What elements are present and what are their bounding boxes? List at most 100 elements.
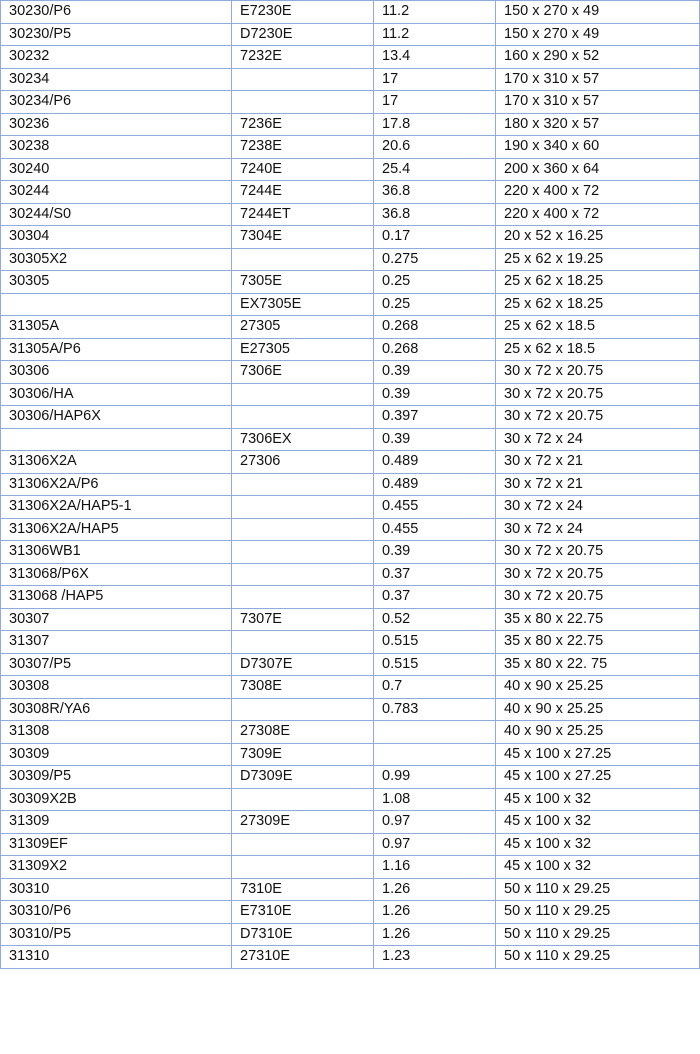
model-cell: 30238 [0,135,232,159]
alt-model-cell: E27305 [231,337,374,361]
weight-cell: 13.4 [373,45,496,69]
table-row: 31306X2A 27306 0.489 30 x 72 x 21 [0,450,700,474]
dimensions-cell: 30 x 72 x 24 [495,427,700,451]
model-cell: 30309 [0,742,232,766]
bearing-table: 30230/P6 E7230E 11.2 150 x 270 x 49 30230/P5… [0,0,700,969]
table-row: 30305X2 0.275 25 x 62 x 19.25 [0,247,700,271]
dimensions-cell: 40 x 90 x 25.25 [495,675,700,699]
table-row: 30310/P5 D7310E 1.26 50 x 110 x 29.25 [0,922,700,946]
alt-model-cell [231,630,374,654]
alt-model-cell [231,67,374,91]
dimensions-cell: 40 x 90 x 25.25 [495,697,700,721]
alt-model-cell [231,787,374,811]
weight-cell: 0.97 [373,832,496,856]
dimensions-cell: 30 x 72 x 21 [495,472,700,496]
weight-cell: 1.26 [373,922,496,946]
alt-model-cell: D7307E [231,652,374,676]
weight-cell: 17 [373,67,496,91]
table-row: 31305A/P6 E27305 0.268 25 x 62 x 18.5 [0,337,700,361]
dimensions-cell: 30 x 72 x 20.75 [495,382,700,406]
dimensions-cell: 170 x 310 x 57 [495,67,700,91]
alt-model-cell: 7244ET [231,202,374,226]
alt-model-cell [231,90,374,114]
model-cell: 30232 [0,45,232,69]
weight-cell: 0.39 [373,382,496,406]
weight-cell [373,742,496,766]
weight-cell: 0.515 [373,630,496,654]
dimensions-cell: 220 x 400 x 72 [495,180,700,204]
model-cell: 30304 [0,225,232,249]
model-cell: 30310 [0,877,232,901]
table-row: 31308 27308E 40 x 90 x 25.25 [0,720,700,744]
alt-model-cell: EX7305E [231,292,374,316]
alt-model-cell: 7238E [231,135,374,159]
dimensions-cell: 25 x 62 x 19.25 [495,247,700,271]
table-row: 30310 7310E 1.26 50 x 110 x 29.25 [0,877,700,901]
alt-model-cell [231,697,374,721]
alt-model-cell: 7232E [231,45,374,69]
table-row: 31307 0.515 35 x 80 x 22.75 [0,630,700,654]
model-cell: 31308 [0,720,232,744]
model-cell: 31309 [0,810,232,834]
weight-cell: 1.08 [373,787,496,811]
model-cell: 31309X2 [0,855,232,879]
model-cell: 30234 [0,67,232,91]
weight-cell: 17.8 [373,112,496,136]
weight-cell: 0.39 [373,360,496,384]
dimensions-cell: 150 x 270 x 49 [495,0,700,24]
dimensions-cell: 30 x 72 x 20.75 [495,540,700,564]
model-cell: 30305X2 [0,247,232,271]
table-row: 30306/HAP6X 0.397 30 x 72 x 20.75 [0,405,700,429]
model-cell: 30306/HAP6X [0,405,232,429]
alt-model-cell [231,855,374,879]
table-row: 30309X2B 1.08 45 x 100 x 32 [0,787,700,811]
dimensions-cell: 20 x 52 x 16.25 [495,225,700,249]
model-cell: 31307 [0,630,232,654]
alt-model-cell [231,562,374,586]
model-cell: 30309/P5 [0,765,232,789]
table-row: 30306/HA 0.39 30 x 72 x 20.75 [0,382,700,406]
dimensions-cell: 25 x 62 x 18.5 [495,337,700,361]
weight-cell: 0.39 [373,427,496,451]
weight-cell: 0.25 [373,270,496,294]
alt-model-cell: E7310E [231,900,374,924]
weight-cell: 0.455 [373,517,496,541]
dimensions-cell: 40 x 90 x 25.25 [495,720,700,744]
alt-model-cell: D7230E [231,22,374,46]
alt-model-cell: 7308E [231,675,374,699]
model-cell: 30230/P5 [0,22,232,46]
table-row: 30236 7236E 17.8 180 x 320 x 57 [0,112,700,136]
table-row: 30310/P6 E7310E 1.26 50 x 110 x 29.25 [0,900,700,924]
model-cell: 31309EF [0,832,232,856]
model-cell: 30308 [0,675,232,699]
weight-cell: 0.783 [373,697,496,721]
weight-cell: 0.37 [373,562,496,586]
model-cell: 31306X2A/HAP5-1 [0,495,232,519]
dimensions-cell: 220 x 400 x 72 [495,202,700,226]
dimensions-cell: 35 x 80 x 22. 75 [495,652,700,676]
model-cell: 30310/P5 [0,922,232,946]
weight-cell: 0.397 [373,405,496,429]
dimensions-cell: 50 x 110 x 29.25 [495,945,700,969]
table-row: 31309 27309E 0.97 45 x 100 x 32 [0,810,700,834]
alt-model-cell: 27309E [231,810,374,834]
model-cell: 31306X2A/HAP5 [0,517,232,541]
model-cell: 30310/P6 [0,900,232,924]
weight-cell: 0.52 [373,607,496,631]
alt-model-cell: 7310E [231,877,374,901]
alt-model-cell [231,382,374,406]
weight-cell: 0.25 [373,292,496,316]
alt-model-cell [231,585,374,609]
model-cell: 30306/HA [0,382,232,406]
alt-model-cell: 7240E [231,157,374,181]
table-row: 31306WB1 0.39 30 x 72 x 20.75 [0,540,700,564]
alt-model-cell: 7236E [231,112,374,136]
weight-cell [373,720,496,744]
model-cell: 31306WB1 [0,540,232,564]
alt-model-cell: 27306 [231,450,374,474]
table-row: 30307 7307E 0.52 35 x 80 x 22.75 [0,607,700,631]
table-row: 31306X2A/HAP5-1 0.455 30 x 72 x 24 [0,495,700,519]
dimensions-cell: 30 x 72 x 24 [495,495,700,519]
weight-cell: 0.268 [373,337,496,361]
table-row: 30244/S0 7244ET 36.8 220 x 400 x 72 [0,202,700,226]
